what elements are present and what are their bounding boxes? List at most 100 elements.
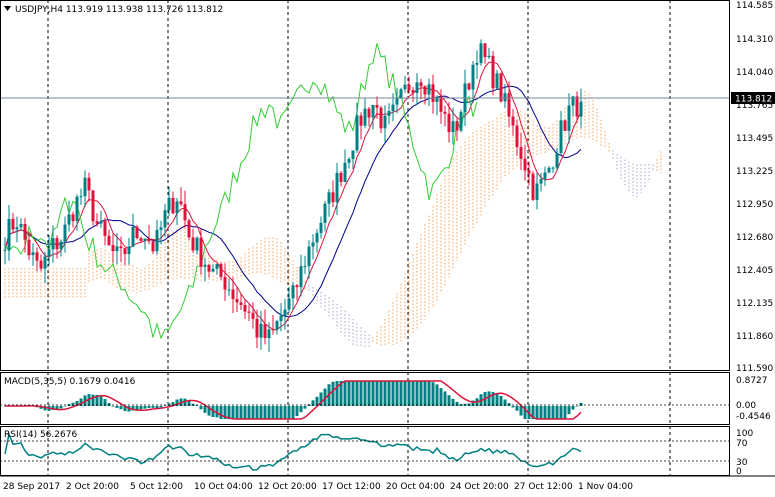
candle-body: [107, 235, 111, 246]
price-axis-label: 111.590: [736, 364, 773, 374]
macd-bar: [287, 405, 291, 419]
candle-body: [295, 285, 299, 288]
candle-body: [567, 105, 571, 131]
candle-body: [335, 172, 339, 203]
candle-body: [343, 162, 347, 183]
candle-body: [187, 220, 191, 238]
macd-bar: [207, 405, 211, 416]
macd-bar: [143, 405, 147, 409]
macd-bar: [39, 405, 43, 409]
candle-body: [523, 158, 527, 171]
macd-bar: [115, 405, 119, 408]
rsi-line: [4, 431, 582, 471]
candle-body: [167, 197, 171, 211]
macd-bar: [227, 405, 231, 419]
candle-body: [327, 192, 331, 204]
macd-bar: [407, 381, 411, 406]
candle-body: [19, 223, 23, 228]
macd-bar: [455, 401, 459, 406]
macd-bar: [559, 405, 563, 419]
macd-bar: [503, 399, 507, 406]
macd-bar: [431, 382, 435, 406]
price-axis-label: 112.680: [736, 233, 773, 243]
candle-body: [435, 96, 439, 102]
candle-body: [27, 239, 31, 256]
macd-bar: [507, 403, 511, 406]
candle-body: [127, 246, 131, 255]
candle-body: [299, 266, 303, 288]
macd-bar: [367, 381, 371, 406]
macd-bar: [375, 381, 379, 406]
macd-bar: [107, 403, 111, 406]
macd-bar: [335, 381, 339, 406]
candle-body: [55, 238, 59, 250]
candle-body: [331, 192, 335, 203]
price-axis-label: 113.225: [736, 167, 773, 177]
candle-body: [267, 329, 271, 339]
candle-body: [271, 329, 275, 331]
macd-bar: [423, 381, 427, 406]
macd-bar: [163, 405, 167, 407]
macd-bar: [487, 391, 491, 406]
candle-body: [475, 63, 479, 65]
candle-body: [111, 245, 115, 252]
macd-bar: [387, 381, 391, 406]
candle-body: [483, 43, 487, 58]
candle-body: [79, 196, 83, 198]
candle-body: [431, 84, 435, 102]
candle-body: [163, 210, 167, 228]
candle-body: [159, 227, 163, 230]
macd-bar: [511, 405, 515, 408]
candlesticks: [3, 39, 583, 352]
triangle-down-icon[interactable]: [4, 6, 11, 11]
candle-body: [231, 289, 235, 300]
candle-body: [91, 190, 95, 222]
time-axis-label: 5 Oct 12:00: [130, 482, 183, 492]
macd-bar: [427, 381, 431, 406]
time-axis-label: 27 Oct 12:00: [514, 482, 573, 492]
candle-body: [259, 323, 263, 338]
candle-body: [251, 312, 255, 319]
macd-bar: [159, 405, 163, 408]
macd-bar: [187, 400, 191, 406]
candle-body: [487, 55, 491, 58]
price-axis-label: 111.860: [736, 332, 773, 342]
time-axis-label: 17 Oct 12:00: [322, 482, 381, 492]
candle-body: [51, 238, 55, 250]
candle-body: [35, 252, 39, 261]
candle-body: [67, 214, 71, 225]
macd-bar: [319, 392, 323, 406]
candle-body: [191, 237, 195, 251]
macd-bar: [119, 405, 123, 410]
macd-bar: [279, 405, 283, 419]
macd-bar: [151, 405, 155, 408]
candle-body: [423, 86, 427, 95]
macd-bar: [75, 401, 79, 406]
rsi-title: RSI(14) 56.2676: [4, 430, 77, 440]
macd-bar: [575, 405, 579, 407]
current-price-badge: [731, 92, 775, 104]
macd-bar: [495, 393, 499, 406]
candle-body: [471, 64, 475, 90]
candle-body: [403, 84, 407, 90]
candle-body: [47, 249, 51, 257]
chart-header-title: USDJPY,H4 113.919 113.938 113.726 113.81…: [15, 5, 223, 15]
candle-body: [511, 116, 515, 126]
macd-bar: [447, 395, 451, 406]
price-axis-label: 112.135: [736, 299, 773, 309]
candle-body: [263, 323, 267, 339]
candle-body: [151, 241, 155, 252]
macd-bar: [567, 405, 571, 415]
candle-body: [427, 84, 431, 95]
macd-bar: [355, 381, 359, 406]
candle-body: [575, 96, 579, 117]
candle-body: [311, 242, 315, 247]
candle-body: [419, 82, 423, 87]
macd-bar: [95, 394, 99, 406]
macd-bar: [435, 384, 439, 406]
macd-bar: [123, 405, 127, 412]
macd-bar: [491, 392, 495, 406]
candle-body: [119, 246, 123, 249]
candle-body: [135, 226, 139, 239]
rsi-axis-label: 30: [736, 458, 748, 468]
